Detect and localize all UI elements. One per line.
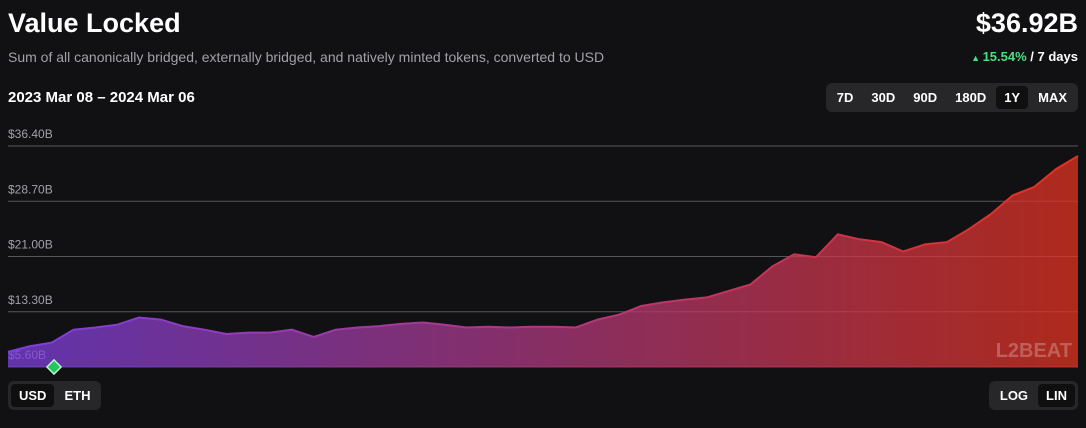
toggle-button[interactable]: 90D xyxy=(913,90,938,105)
toggle-button[interactable]: ETH xyxy=(64,388,91,403)
toggle-button[interactable]: LIN xyxy=(1038,384,1075,407)
scale-buttons: LOG LIN xyxy=(988,381,1078,410)
toggle-button[interactable]: MAX xyxy=(1038,90,1067,105)
change-period: / 7 days xyxy=(1030,49,1078,64)
toggle-button[interactable]: 7D xyxy=(836,90,854,105)
subtitle: Sum of all canonically bridged, external… xyxy=(8,49,605,65)
change: ▲ 15.54% / 7 days xyxy=(971,49,1078,64)
watermark: L2BEAT xyxy=(996,340,1072,362)
change-value: 15.54% xyxy=(982,49,1027,64)
toggle-button[interactable]: 180D xyxy=(955,90,987,105)
toggle-button[interactable]: 30D xyxy=(871,90,896,105)
line xyxy=(7,155,1079,353)
date-range: 2023 Mar 08 – 2024 Mar 06 xyxy=(8,89,195,106)
toggle-button[interactable]: USD xyxy=(11,384,55,407)
y-tick-label: $36.40B xyxy=(8,127,53,141)
milestone-marker xyxy=(45,358,63,376)
unit-buttons: USD ETH xyxy=(8,381,102,410)
y-tick-label: $21.00B xyxy=(8,238,53,252)
y-tick-label: $13.30B xyxy=(8,293,53,307)
toggle-button[interactable]: 1Y xyxy=(996,86,1029,109)
y-tick-label: $28.70B xyxy=(8,182,53,196)
total-value: $36.92B xyxy=(975,8,1078,38)
area-fill xyxy=(8,156,1078,367)
title: Value Locked xyxy=(8,8,181,38)
toggle-button[interactable]: LOG xyxy=(999,388,1029,403)
range-buttons: 7D 30D 90D 180D 1Y MAX xyxy=(825,83,1078,112)
